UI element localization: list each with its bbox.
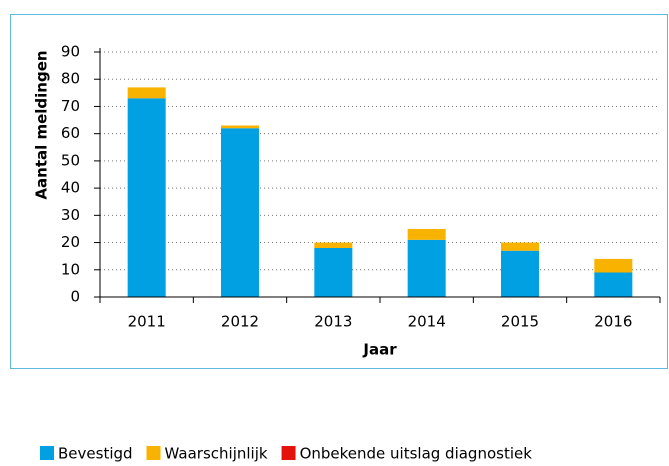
- y-tick-label: 80: [61, 70, 80, 88]
- bar-segment: [127, 98, 166, 298]
- bar-segment: [407, 228, 446, 240]
- y-axis-title: Aantal meldingen: [33, 50, 51, 199]
- bar-segment: [314, 242, 353, 248]
- bar-segment: [407, 239, 446, 297]
- y-tick-label: 50: [61, 151, 80, 169]
- bar-segment: [501, 242, 539, 251]
- y-tick-label: 20: [61, 233, 80, 251]
- legend-label: Onbekende uitslag diagnostiek: [300, 445, 533, 463]
- y-tick-label: 90: [61, 43, 80, 61]
- y-tick-label: 70: [61, 97, 80, 115]
- bar-segment: [127, 87, 166, 99]
- x-tick-label: 2012: [221, 313, 259, 331]
- x-tick-label: 2011: [128, 313, 166, 331]
- y-tick-label: 60: [61, 124, 80, 142]
- bar-segment: [314, 248, 353, 297]
- bar-segment: [221, 125, 259, 129]
- legend-swatch: [40, 446, 54, 460]
- bar-segment: [501, 250, 539, 297]
- bar-segment: [594, 272, 633, 297]
- y-tick-label: 30: [61, 206, 80, 224]
- bar-segment: [594, 258, 633, 273]
- x-tick-label: 2015: [501, 313, 539, 331]
- legend-label: Waarschijnlijk: [165, 445, 268, 463]
- legend-swatch: [281, 446, 296, 460]
- x-tick-label: 2013: [314, 313, 352, 331]
- legend-label: Bevestigd: [58, 445, 133, 463]
- chart-frame: [10, 14, 668, 369]
- x-axis-title: Jaar: [362, 341, 397, 359]
- y-tick-label: 0: [70, 288, 80, 306]
- x-tick-label: 2016: [594, 313, 632, 331]
- y-tick-label: 40: [61, 179, 80, 197]
- y-tick-label: 10: [61, 260, 80, 278]
- legend-swatch: [146, 446, 161, 460]
- x-tick-label: 2014: [408, 313, 446, 331]
- bar-segment: [221, 128, 259, 297]
